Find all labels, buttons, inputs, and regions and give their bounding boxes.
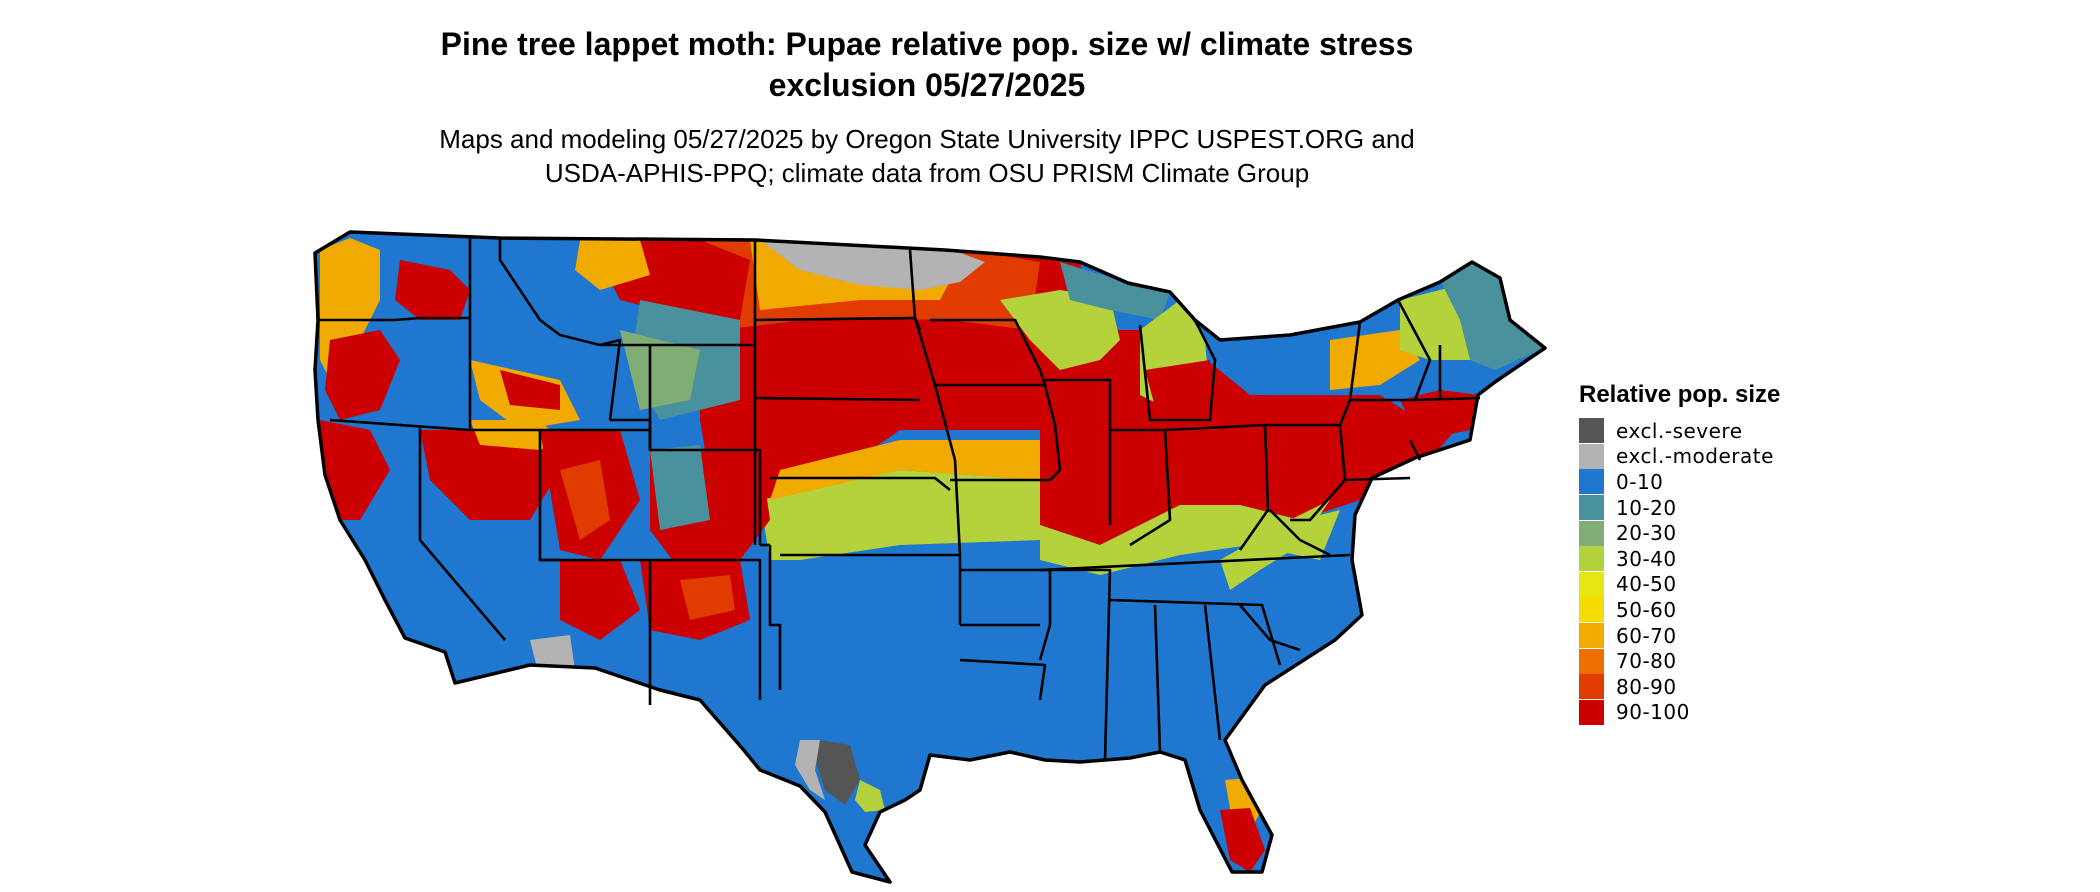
legend-item: excl.-severe [1579,418,1780,444]
legend-label: 30-40 [1616,546,1677,571]
legend-swatch [1579,469,1604,495]
region-new-mexico-80-90 [680,575,735,620]
legend-label: 20-30 [1616,521,1677,546]
legend-item: 0-10 [1579,469,1780,495]
region-washington-inland-90-100 [395,260,470,320]
legend-swatch [1579,597,1604,623]
region-california-north-90-100 [320,420,390,520]
legend-items: excl.-severe excl.-moderate 0-10 10-20 20-30… [1579,418,1780,725]
region-nevada-90-100 [420,430,560,520]
legend-swatch [1579,495,1604,521]
region-montana-west-60-70 [575,240,650,290]
legend-swatch [1579,571,1604,597]
suitability-raster [315,232,1545,882]
legend-label: 40-50 [1616,572,1677,597]
region-wyoming-20-30 [620,330,700,410]
region-colorado-mountains-10-20 [650,445,710,530]
map-title-line-2: exclusion 05/27/2025 [768,67,1086,103]
legend-label: 50-60 [1616,597,1677,622]
region-kansas-30-40 [760,470,1040,560]
legend-swatch [1579,546,1604,572]
legend-label: 10-20 [1616,495,1677,520]
legend-title: Relative pop. size [1579,381,1781,408]
legend-swatch [1579,648,1604,674]
map-subtitle-line-2: USDA-APHIS-PPQ; climate data from OSU PR… [544,158,1310,188]
legend-swatch [1579,443,1604,469]
region-southern-new-england-90-100 [1400,390,1480,440]
region-upper-peninsula-10-20 [1060,262,1170,320]
state-boundaries [318,238,1481,761]
region-oregon-90-100 [325,330,400,420]
region-texas-excl-moderate [795,740,825,800]
legend-label: 90-100 [1616,700,1690,725]
legend-label: 60-70 [1616,623,1677,648]
legend-swatch [1579,699,1604,725]
legend-swatch [1579,418,1604,444]
region-wisconsin-30-40 [1000,290,1120,370]
legend-swatch [1579,520,1604,546]
us-population-map [313,230,1547,884]
region-nevada-north-60-70 [470,420,560,450]
legend-label: 70-80 [1616,649,1677,674]
legend-item: 50-60 [1579,597,1780,623]
region-arizona-excl-moderate [530,635,575,680]
map-title: Pine tree lappet moth: Pupae relative po… [0,24,1854,106]
legend-label: excl.-severe [1616,418,1743,443]
region-snake-river-90-100 [500,370,560,410]
map-subtitle-line-1: Maps and modeling 05/27/2025 by Oregon S… [439,124,1415,154]
region-maine-10-20 [1440,262,1545,370]
legend-item: 10-20 [1579,495,1780,521]
legend: Relative pop. size excl.-severe excl.-mod… [1579,380,1780,725]
legend-item: 40-50 [1579,571,1780,598]
map-title-line-1: Pine tree lappet moth: Pupae relative po… [440,26,1414,62]
legend-item: excl.-moderate [1579,443,1780,470]
region-arizona-rim-90-100 [560,560,640,640]
legend-swatch [1579,623,1604,649]
legend-label: 0-10 [1616,469,1664,494]
region-texas-excl-severe [815,740,860,805]
legend-label: excl.-moderate [1616,444,1774,469]
legend-swatch [1579,674,1604,700]
legend-item: 70-80 [1579,648,1780,674]
region-transition-30-40 [1040,505,1340,575]
region-michigan-south-90-100 [1145,360,1215,425]
legend-label: 80-90 [1616,674,1677,699]
region-florida-south-90-100 [1220,808,1265,872]
region-utah-central-80-90 [560,460,610,540]
legend-item: 60-70 [1579,623,1780,649]
legend-item: 20-30 [1579,520,1780,546]
region-kansas-60-70 [770,440,1040,500]
map-subtitle: Maps and modeling 05/27/2025 by Oregon S… [0,122,1854,190]
us-outline [313,230,1547,884]
region-appalachia-30-40 [1220,500,1330,590]
legend-item: 30-40 [1579,546,1780,572]
legend-item: 90-100 [1579,699,1780,726]
legend-item: 80-90 [1579,674,1780,700]
region-excl-moderate-north [760,238,985,290]
region-texas-coast-30-40 [855,780,885,812]
